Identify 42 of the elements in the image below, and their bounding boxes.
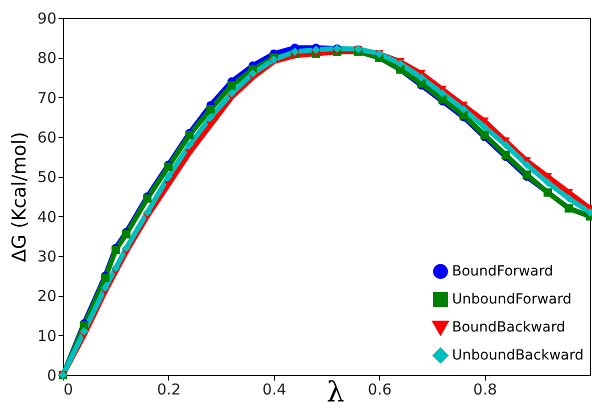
y-tick-label: 40 <box>37 208 56 226</box>
point <box>564 194 574 203</box>
x-tick-label: 0.8 <box>473 380 498 398</box>
point <box>100 284 110 292</box>
y-tick-label: 60 <box>37 128 56 146</box>
point <box>522 160 531 169</box>
point <box>164 172 173 181</box>
y-tick-label: 30 <box>37 248 56 266</box>
point <box>206 112 215 122</box>
x-axis-title: λ <box>326 376 344 408</box>
y-tick-label: 70 <box>37 88 56 107</box>
y-tick-label: 10 <box>37 326 56 345</box>
point <box>112 264 120 272</box>
point <box>396 59 404 68</box>
point <box>438 89 447 98</box>
y-tick-label: 20 <box>37 287 56 306</box>
y-tick-label: 0 <box>46 366 56 384</box>
legend-label: UnboundBackward <box>452 348 584 364</box>
point <box>459 105 468 114</box>
legend-label: BoundBackward <box>452 320 566 336</box>
point <box>480 122 489 132</box>
x-tick-label: 0.4 <box>262 380 286 398</box>
x-tick-label: 0.6 <box>368 380 392 398</box>
point <box>417 73 426 82</box>
point <box>122 244 130 252</box>
point <box>248 69 257 78</box>
point <box>206 105 215 114</box>
y-tick-label: 80 <box>37 49 56 68</box>
x-tick-label: 0.2 <box>156 380 181 398</box>
point <box>143 208 152 217</box>
point <box>80 327 88 336</box>
point <box>227 81 236 90</box>
legend-label: UnboundForward <box>452 292 572 308</box>
y-tick-label: 50 <box>37 168 56 186</box>
y-axis-title: ΔG (Kcal/mol) <box>8 132 30 262</box>
y-tick-label: 90 <box>37 10 56 28</box>
x-tick-label: 0 <box>64 380 74 398</box>
legend-label: BoundForward <box>452 264 554 280</box>
point <box>544 178 552 187</box>
point <box>501 140 510 150</box>
point <box>227 89 236 98</box>
point <box>185 140 194 150</box>
